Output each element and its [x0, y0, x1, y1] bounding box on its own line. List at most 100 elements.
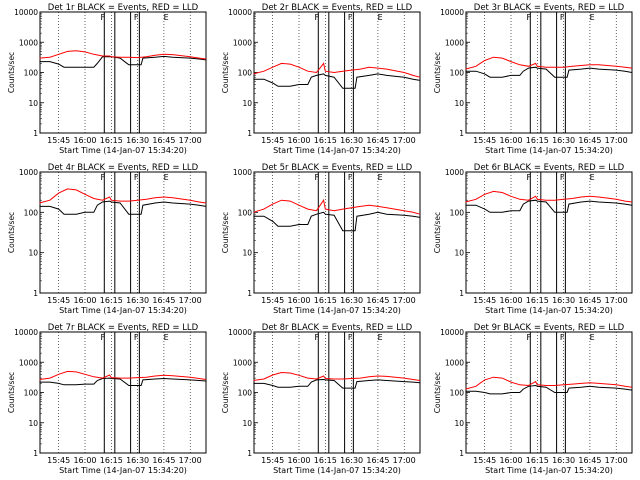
x-tick-label: 16:30 — [126, 456, 149, 465]
marker-e: E — [164, 333, 169, 342]
x-tick-label: 16:15 — [314, 456, 337, 465]
x-tick-label: 16:15 — [526, 456, 549, 465]
marker-f: F — [315, 333, 320, 342]
x-tick-label: 16:45 — [366, 456, 389, 465]
y-tick-label: 1000 — [445, 38, 464, 47]
marker-f: F — [134, 333, 139, 342]
marker-f: F — [348, 13, 353, 22]
plot-det-5: Det 5r BLACK = Events, RED = LLD 15:45 16:… — [221, 163, 421, 315]
marker-f: F — [348, 333, 353, 342]
y-tick-label: 100 — [450, 389, 465, 398]
x-tick-label: 16:45 — [366, 136, 389, 145]
y-tick-label: 1000 — [19, 168, 38, 177]
series-lld-line — [253, 198, 421, 215]
y-axis-label: Counts/sec — [7, 372, 16, 413]
marker-f: F — [560, 13, 565, 22]
marker-f: F — [134, 13, 139, 22]
plot-title: Det 2r BLACK = Events, RED = LLD — [262, 3, 413, 13]
series-events-line — [465, 66, 633, 78]
x-tick-label: 16:15 — [526, 136, 549, 145]
marker-f: F — [527, 333, 532, 342]
x-tick-label: 16:45 — [578, 456, 601, 465]
plot-title: Det 4r BLACK = Events, RED = LLD — [48, 163, 199, 173]
marker-f: F — [315, 173, 320, 182]
y-tick-label: 1 — [247, 289, 252, 298]
series-events-line — [253, 378, 421, 389]
y-tick-label: 100 — [238, 69, 253, 78]
marker-e: E — [590, 13, 595, 22]
y-tick-label: 1 — [459, 129, 464, 138]
y-tick-label: 10 — [28, 249, 38, 258]
marker-f: F — [527, 173, 532, 182]
y-tick-label: 100 — [238, 208, 253, 217]
y-axis-label: Counts/sec — [7, 52, 16, 93]
x-tick-label: 16:00 — [73, 136, 96, 145]
y-tick-label: 10000 — [440, 328, 464, 337]
plot-frame — [253, 171, 421, 294]
x-tick-label: 16:00 — [73, 296, 96, 305]
series-events-line — [465, 199, 633, 213]
plot-det-2: Det 2r BLACK = Events, RED = LLD 15:45 16:… — [221, 3, 421, 155]
x-tick-label: 16:45 — [152, 456, 175, 465]
x-axis-label: Start Time (14-Jan-07 15:34:20) — [485, 306, 613, 315]
plot-title: Det 5r BLACK = Events, RED = LLD — [262, 163, 413, 173]
x-tick-label: 16:30 — [552, 136, 575, 145]
x-tick-label: 17:00 — [393, 296, 416, 305]
x-tick-label: 16:00 — [499, 456, 522, 465]
y-tick-label: 100 — [450, 69, 465, 78]
x-tick-label: 15:45 — [47, 296, 70, 305]
series-events-line — [39, 55, 207, 68]
x-tick-label: 15:45 — [473, 296, 496, 305]
x-tick-label: 17:00 — [393, 456, 416, 465]
y-tick-label: 1 — [33, 449, 38, 458]
x-tick-label: 17:00 — [179, 136, 202, 145]
marker-e: E — [378, 333, 383, 342]
plot-frame — [465, 171, 633, 294]
x-tick-label: 16:45 — [152, 296, 175, 305]
x-tick-label: 16:15 — [314, 296, 337, 305]
y-tick-label: 1000 — [19, 38, 38, 47]
series-lld-line — [465, 190, 633, 203]
x-tick-label: 16:00 — [287, 456, 310, 465]
series-events-line — [465, 384, 633, 395]
marker-e: E — [590, 333, 595, 342]
marker-f: F — [101, 173, 106, 182]
series-events-line — [253, 211, 421, 232]
y-tick-label: 10000 — [14, 328, 38, 337]
y-axis-label: Counts/sec — [221, 52, 230, 93]
y-tick-label: 1 — [459, 289, 464, 298]
y-tick-label: 10 — [242, 99, 252, 108]
x-axis-label: Start Time (14-Jan-07 15:34:20) — [273, 466, 401, 475]
marker-f: F — [527, 13, 532, 22]
plot-title: Det 1r BLACK = Events, RED = LLD — [48, 3, 199, 13]
x-axis-label: Start Time (14-Jan-07 15:34:20) — [273, 146, 401, 155]
plot-frame — [253, 331, 421, 454]
x-tick-label: 15:45 — [261, 136, 284, 145]
plot-frame — [465, 11, 633, 134]
x-tick-label: 16:45 — [578, 296, 601, 305]
x-tick-label: 16:45 — [578, 136, 601, 145]
plot-frame — [39, 11, 207, 134]
x-tick-label: 16:00 — [73, 456, 96, 465]
marker-e: E — [590, 173, 595, 182]
y-tick-label: 10000 — [440, 8, 464, 17]
y-tick-label: 10 — [242, 419, 252, 428]
x-tick-label: 16:30 — [340, 296, 363, 305]
series-events-line — [39, 200, 207, 215]
plot-title: Det 7r BLACK = Events, RED = LLD — [48, 323, 199, 333]
y-tick-label: 10 — [242, 249, 252, 258]
series-lld-line — [253, 371, 421, 381]
y-tick-label: 1000 — [233, 38, 252, 47]
y-tick-label: 10 — [28, 99, 38, 108]
plot-title: Det 9r BLACK = Events, RED = LLD — [474, 323, 625, 333]
y-tick-label: 10000 — [14, 8, 38, 17]
x-tick-label: 15:45 — [261, 296, 284, 305]
y-axis-label: Counts/sec — [221, 372, 230, 413]
x-axis-label: Start Time (14-Jan-07 15:34:20) — [485, 146, 613, 155]
series-lld-line — [39, 188, 207, 204]
y-tick-label: 1 — [33, 289, 38, 298]
x-tick-label: 16:15 — [526, 296, 549, 305]
